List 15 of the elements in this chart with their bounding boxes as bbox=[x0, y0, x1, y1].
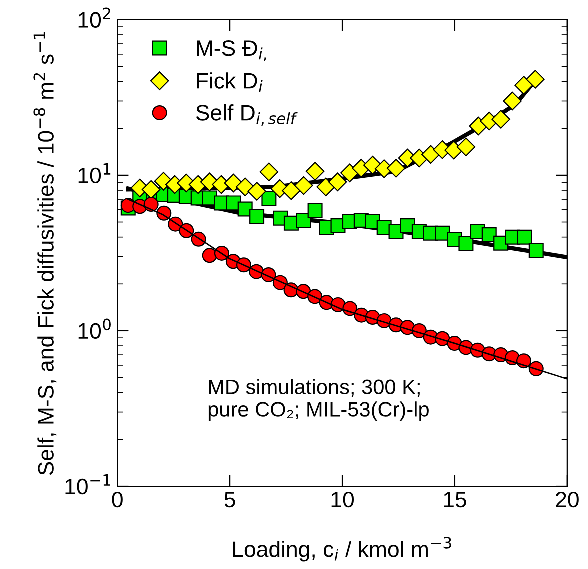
x-tick-label: 5 bbox=[224, 492, 236, 508]
y-tick-label: 10$^{1}$ bbox=[78, 163, 111, 184]
legend-label: M-S Đ$_{i,}$ bbox=[197, 40, 266, 62]
x-axis-title: Loading, c$_{i}$ / kmol m$^{−3}$ bbox=[233, 537, 452, 562]
x-tick-label: 15 bbox=[444, 492, 466, 508]
y-tick-label: 10$^{2}$ bbox=[78, 8, 110, 28]
legend-label: Fick D$_{i}$ bbox=[197, 72, 263, 92]
y-tick-label: 10$^{−1}$ bbox=[66, 474, 110, 495]
legend-label: Self D$_{i,self}$ bbox=[196, 104, 298, 126]
y-tick-label: 10$^{0}$ bbox=[78, 318, 111, 340]
x-tick-label: 20 bbox=[556, 492, 579, 508]
x-tick-label: 0 bbox=[112, 492, 123, 508]
y-axis-title: Self, M-S, and Fick diffusivities / 10$^{−8}$ m$^{2}$ s$^{−1}$ bbox=[34, 32, 57, 476]
annotation: MD simulations; 300 K; pure CO₂; MIL-53(Cr)-lp bbox=[208, 379, 429, 422]
x-tick-label: 10 bbox=[332, 492, 354, 508]
